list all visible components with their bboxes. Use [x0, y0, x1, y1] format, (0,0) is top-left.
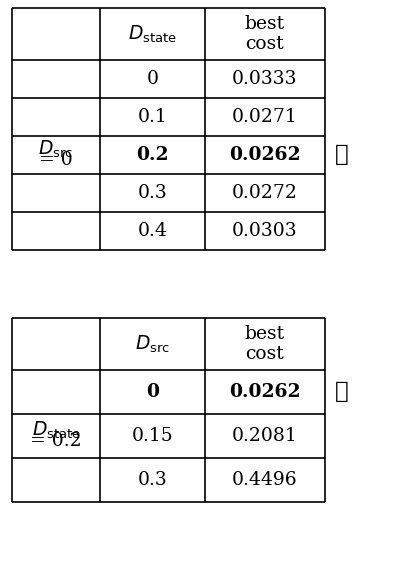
Text: 0.15: 0.15: [131, 427, 173, 445]
Text: ✓: ✓: [334, 381, 348, 403]
Text: = 0: = 0: [39, 151, 72, 169]
Text: 0.0333: 0.0333: [232, 70, 297, 88]
Text: 0.0262: 0.0262: [229, 146, 300, 164]
Text: 0.1: 0.1: [137, 108, 167, 126]
Text: 0.4496: 0.4496: [232, 471, 297, 489]
Text: 0.3: 0.3: [137, 184, 167, 202]
Text: 0: 0: [146, 383, 159, 401]
Text: 0.2081: 0.2081: [232, 427, 297, 445]
Text: 0.3: 0.3: [137, 471, 167, 489]
Text: 0: 0: [146, 70, 158, 88]
Text: $D_{\mathrm{src}}$: $D_{\mathrm{src}}$: [38, 139, 73, 160]
Text: best
cost: best cost: [244, 15, 284, 54]
Text: 0.0272: 0.0272: [232, 184, 297, 202]
Text: 0.0303: 0.0303: [232, 222, 297, 240]
Text: 0.4: 0.4: [137, 222, 167, 240]
Text: ✓: ✓: [334, 144, 348, 166]
Text: $D_{\mathrm{state}}$: $D_{\mathrm{state}}$: [128, 23, 177, 45]
Text: $D_{\mathrm{src}}$: $D_{\mathrm{src}}$: [134, 333, 170, 355]
Text: best
cost: best cost: [244, 325, 284, 363]
Text: 0.0262: 0.0262: [229, 383, 300, 401]
Text: 0.0271: 0.0271: [232, 108, 297, 126]
Text: $D_{\mathrm{state}}$: $D_{\mathrm{state}}$: [32, 420, 80, 442]
Text: 0.2: 0.2: [136, 146, 168, 164]
Text: = 0.2: = 0.2: [30, 432, 82, 450]
